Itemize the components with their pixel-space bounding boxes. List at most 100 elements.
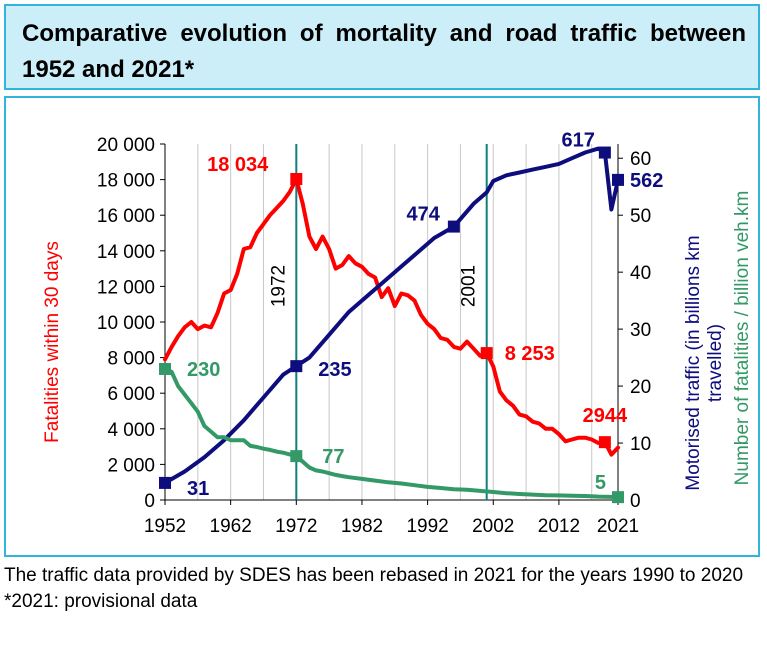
data-point-fatalities <box>261 222 265 226</box>
data-point-fatalities <box>327 247 331 251</box>
chart-frame: 0 2 000 4 000 6 000 8 000 10 000 12 000 14 000 1… <box>4 96 760 557</box>
data-label-traffic-2019: 617 <box>561 130 594 152</box>
data-point-rate <box>426 485 430 489</box>
data-point-fatalities <box>183 325 187 329</box>
data-point-rate <box>399 481 403 485</box>
data-point-rate <box>557 493 561 497</box>
right-axis-title-traffic: Motorised traffic (in billions km <box>683 235 704 490</box>
data-point-rate <box>183 393 187 397</box>
data-point-rate <box>386 480 390 484</box>
data-point-rate <box>412 483 416 487</box>
mortality-traffic-chart: 0 2 000 4 000 6 000 8 000 10 000 12 000 14 000 1… <box>42 130 753 537</box>
note-provisional: *2021: provisional data <box>4 591 198 612</box>
data-point-rate <box>176 384 180 388</box>
data-point-rate <box>281 451 285 455</box>
marker-rate-1972 <box>290 450 303 463</box>
marker-traffic-2019 <box>598 146 611 159</box>
data-point-traffic <box>557 162 561 166</box>
data-point-fatalities <box>255 231 259 235</box>
data-point-rate <box>465 488 469 492</box>
marker-rate-1952 <box>159 362 171 375</box>
data-point-fatalities <box>340 263 344 267</box>
data-point-rate <box>216 435 220 439</box>
data-point-rate <box>202 424 206 428</box>
data-point-fatalities <box>314 247 318 251</box>
data-point-traffic <box>504 173 508 177</box>
marker-traffic-2021 <box>612 173 624 186</box>
data-point-fatalities <box>367 272 371 276</box>
data-point-fatalities <box>189 320 193 324</box>
left-axis-tick-label: 10 000 <box>97 313 155 334</box>
right-axis-tick-label: 10 <box>630 434 651 455</box>
data-point-fatalities <box>353 261 357 265</box>
left-axis-tick-label: 4 000 <box>107 420 155 441</box>
data-point-traffic <box>432 236 436 240</box>
right-axis-tick-label: 60 <box>630 149 651 170</box>
data-point-fatalities <box>609 453 613 457</box>
data-point-fatalities <box>452 345 456 349</box>
left-axis-tick-label: 12 000 <box>97 277 155 298</box>
data-point-fatalities <box>511 404 515 408</box>
data-point-fatalities <box>176 334 180 338</box>
data-point-fatalities <box>229 288 233 292</box>
reference-line-label-2001: 2001 <box>459 265 480 307</box>
data-point-traffic <box>583 151 587 155</box>
data-point-fatalities <box>590 437 594 441</box>
data-point-rate <box>340 474 344 478</box>
data-point-traffic <box>485 190 489 194</box>
left-axis-tick-label: 16 000 <box>97 206 155 227</box>
data-point-rate <box>196 410 200 414</box>
data-label-rate-1972: 77 <box>322 446 344 468</box>
data-point-traffic <box>183 470 187 474</box>
data-point-fatalities <box>393 304 397 308</box>
data-point-fatalities <box>563 439 567 443</box>
data-point-rate <box>478 489 482 493</box>
data-point-traffic <box>609 208 613 212</box>
left-axis-tick-label: 14 000 <box>97 242 155 263</box>
x-axis-tick-label: 1972 <box>275 516 317 537</box>
right-axis-tick-label: 30 <box>630 320 651 341</box>
data-point-traffic <box>399 264 403 268</box>
data-point-fatalities <box>491 365 495 368</box>
data-point-rate <box>189 401 193 405</box>
data-point-fatalities <box>465 340 469 344</box>
data-point-fatalities <box>235 272 239 276</box>
data-point-rate <box>360 477 364 481</box>
right-axis-tick-label: 50 <box>630 206 651 227</box>
data-point-fatalities <box>216 311 220 315</box>
data-point-fatalities <box>301 203 305 207</box>
data-point-fatalities <box>373 276 377 279</box>
data-point-rate <box>321 470 325 474</box>
x-axis-tick-label: 1962 <box>210 516 252 537</box>
data-point-traffic <box>347 310 351 314</box>
data-point-fatalities <box>504 398 508 402</box>
data-point-rate <box>373 479 377 483</box>
data-point-fatalities <box>537 421 541 425</box>
data-point-rate <box>504 491 508 495</box>
data-point-fatalities <box>268 213 272 217</box>
marker-traffic-1952 <box>159 476 171 489</box>
left-axis-tick-label: 6 000 <box>107 384 155 405</box>
data-point-traffic <box>367 293 371 297</box>
data-point-rate <box>531 493 535 497</box>
data-point-rate <box>255 445 259 449</box>
data-point-fatalities <box>347 254 351 258</box>
left-axis-title: Fatalities within 30 days <box>42 241 63 443</box>
data-point-fatalities <box>281 199 285 203</box>
data-point-fatalities <box>524 414 528 418</box>
data-label-rate-2021: 5 <box>595 472 606 494</box>
data-point-rate <box>307 466 311 470</box>
data-point-fatalities <box>170 345 174 349</box>
data-point-fatalities <box>458 347 462 351</box>
data-point-rate <box>491 490 495 494</box>
data-point-fatalities <box>432 327 436 331</box>
data-label-rate-1952: 230 <box>187 359 220 381</box>
data-label-fatalities-2019: 2944 <box>583 405 628 427</box>
marker-rate-2021 <box>612 491 624 504</box>
data-point-traffic <box>570 156 574 160</box>
data-point-fatalities <box>544 427 548 431</box>
data-point-fatalities <box>412 299 416 303</box>
data-point-rate <box>544 493 548 497</box>
data-point-fatalities <box>406 293 410 297</box>
data-point-fatalities <box>242 247 246 251</box>
